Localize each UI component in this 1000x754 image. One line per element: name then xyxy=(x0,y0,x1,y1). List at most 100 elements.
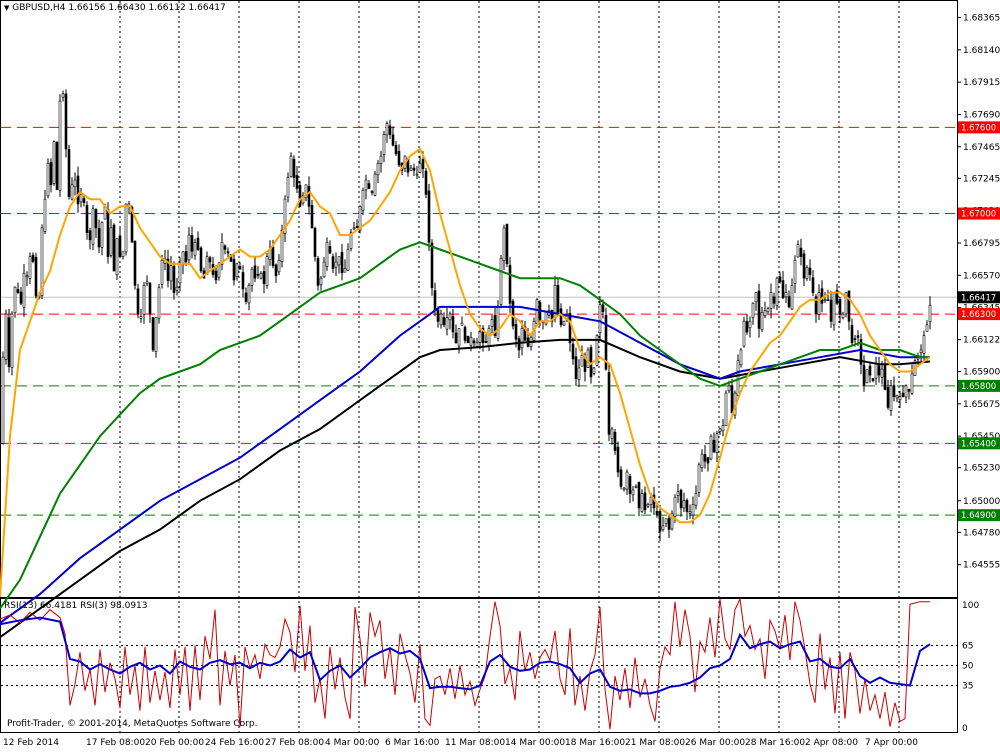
price-tick-label: 1.64555 xyxy=(963,561,1000,571)
candle-body xyxy=(505,223,509,265)
candle-body xyxy=(292,158,296,178)
candle-body xyxy=(304,184,308,199)
candle-body xyxy=(856,335,860,338)
candle-body xyxy=(871,378,875,381)
candle-body xyxy=(286,177,290,198)
time-tick-label: 18 Mar 16:00 xyxy=(565,738,625,748)
candle-body xyxy=(214,270,218,281)
time-tick-label: 17 Feb 08:00 xyxy=(86,738,145,748)
candle-body xyxy=(265,256,269,286)
candle-body xyxy=(232,259,236,281)
symbol-timeframe: GBPUSD,H4 xyxy=(12,3,66,13)
candle-body xyxy=(520,328,524,349)
candle-body xyxy=(622,487,626,490)
candle-body xyxy=(904,385,908,398)
candle-body xyxy=(154,317,158,352)
candle-body xyxy=(244,292,248,302)
candle-body xyxy=(61,93,65,98)
candle-body xyxy=(367,183,371,189)
candle-body xyxy=(724,392,728,426)
candle-body xyxy=(667,517,671,530)
candle-body xyxy=(229,254,233,262)
candle-body xyxy=(484,341,488,344)
candle-body xyxy=(490,319,494,327)
candle-body xyxy=(670,513,674,530)
rsi-level-lines xyxy=(1,645,957,686)
candle-body xyxy=(262,271,266,284)
candle-body xyxy=(631,489,635,496)
candle-body xyxy=(106,209,110,257)
rsi-tick-label: 65 xyxy=(962,642,973,652)
price-tick-label: 1.64780 xyxy=(963,528,1000,538)
candle-body xyxy=(766,308,770,313)
candle-body xyxy=(223,245,227,250)
candle-body xyxy=(577,367,581,380)
candle-body xyxy=(166,258,170,281)
price-tick-label: 1.66570 xyxy=(963,271,1000,281)
time-tick-label: 20 Feb 00:00 xyxy=(145,738,204,748)
time-tick-label: 2 Apr 08:00 xyxy=(805,738,858,748)
price-tick-label: 1.66122 xyxy=(963,336,1000,346)
price-tick-label: 1.66795 xyxy=(963,239,1000,249)
candle-body xyxy=(16,289,20,293)
candle-body xyxy=(598,304,602,333)
candle-body xyxy=(160,259,164,285)
candle-body xyxy=(409,167,413,171)
candle-body xyxy=(817,292,821,315)
candle-body xyxy=(307,185,311,207)
candle-body xyxy=(628,476,632,494)
candle-body xyxy=(274,264,278,277)
candle-body xyxy=(100,222,104,248)
price-tick-label: 1.68365 xyxy=(963,14,1000,24)
candle-body xyxy=(64,93,68,150)
candle-body xyxy=(901,392,905,397)
time-tick-label: 27 Feb 08:00 xyxy=(265,738,324,748)
candle-body xyxy=(337,256,341,266)
candle-body xyxy=(316,257,320,286)
candle-body xyxy=(502,227,506,261)
candle-body xyxy=(169,265,173,282)
candle-body xyxy=(730,385,734,414)
level-tag-bg xyxy=(958,379,1000,392)
candle-body xyxy=(322,261,326,278)
candle-body xyxy=(427,190,431,243)
candle-body xyxy=(55,141,59,190)
candle-body xyxy=(928,304,932,323)
chart-dropdown-icon[interactable]: ▼ xyxy=(4,4,10,12)
time-axis: 12 Feb 2014 17 Feb 08:00 20 Feb 00:00 24 Fe… xyxy=(3,738,918,748)
candle-body xyxy=(34,256,38,297)
candle-body xyxy=(442,317,446,326)
candle-body xyxy=(775,277,779,306)
candle-body xyxy=(898,396,902,400)
candle-body xyxy=(763,310,767,317)
candle-body xyxy=(82,198,86,204)
candle-body xyxy=(640,493,644,512)
candle-body xyxy=(193,241,197,256)
candle-body xyxy=(115,238,119,275)
candle-body xyxy=(592,367,596,374)
price-tick-label: 1.68140 xyxy=(963,46,1000,56)
candle-body xyxy=(7,317,11,368)
candle-body xyxy=(280,230,284,262)
moving-averages xyxy=(0,147,931,639)
candle-body xyxy=(433,290,437,311)
price-tick-label: 1.67465 xyxy=(963,143,1000,153)
time-tick-label: 24 Feb 16:00 xyxy=(205,738,264,748)
candle-body xyxy=(559,308,563,326)
candle-body xyxy=(415,173,419,176)
candle-body xyxy=(538,302,542,322)
candle-body xyxy=(13,286,17,314)
candle-body xyxy=(10,313,14,368)
candle-body xyxy=(679,489,683,509)
candle-body xyxy=(535,299,539,324)
price-tick-label: 1.67245 xyxy=(963,174,1000,184)
candle-body xyxy=(25,275,29,278)
candle-body xyxy=(718,428,722,432)
candle-body xyxy=(829,299,833,322)
candle-body xyxy=(586,349,590,368)
rsi-series xyxy=(0,597,931,730)
candle-body xyxy=(226,251,230,254)
candle-body xyxy=(448,313,452,321)
